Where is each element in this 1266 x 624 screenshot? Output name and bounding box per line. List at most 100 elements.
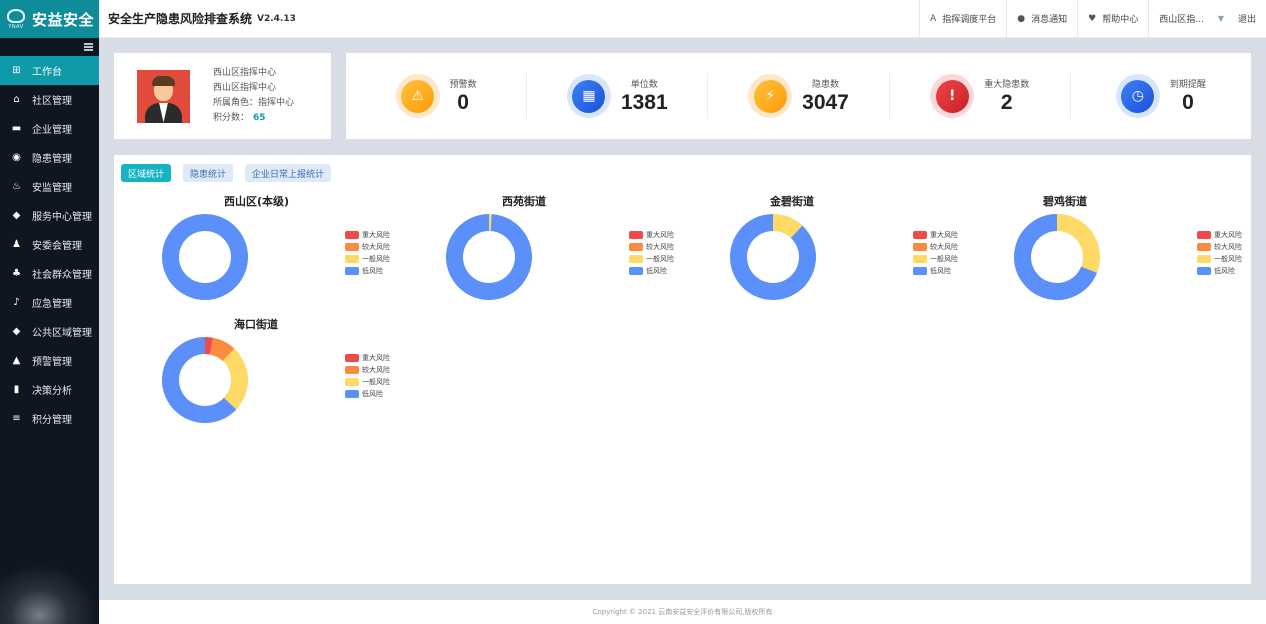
command-platform-button[interactable]: A 指挥调度平台 (919, 0, 1006, 38)
legend-label: 重大风险 (646, 231, 674, 239)
legend-item[interactable]: 重大风险 (913, 229, 958, 241)
stat-item[interactable]: ⚡ 隐患数 3047 (708, 73, 890, 119)
legend-swatch (345, 255, 359, 263)
legend-item[interactable]: 较大风险 (1197, 241, 1242, 253)
legend-swatch (345, 378, 359, 386)
legend-item[interactable]: 一般风险 (345, 376, 390, 388)
legend-item[interactable]: 重大风险 (1197, 229, 1242, 241)
donut-slice[interactable] (209, 337, 235, 362)
legend-swatch (1197, 267, 1211, 275)
briefcase-icon: ▬ (11, 123, 22, 134)
alarm-icon: ⚠ (395, 74, 440, 118)
stats-tab[interactable]: 隐患统计 (183, 164, 234, 182)
legend-swatch (345, 267, 359, 275)
chart-legend: 重大风险 较大风险一般风险低风险 (1197, 229, 1242, 277)
legend-item[interactable]: 低风险 (345, 265, 390, 277)
legend-swatch (1197, 231, 1211, 239)
sidebar-item[interactable]: ≡ 积分管理 (0, 404, 99, 433)
legend-item[interactable]: 低风险 (1197, 265, 1242, 277)
donut-slice[interactable] (204, 337, 214, 355)
legend-item[interactable]: 较大风险 (913, 241, 958, 253)
donut-svg (445, 214, 532, 300)
stat-item[interactable]: ⚠ 预警数 0 (346, 73, 528, 119)
donut-slice[interactable] (445, 214, 532, 300)
region-dropdown[interactable]: 西山区指... ▼ (1148, 0, 1234, 38)
chart-legend: 重大风险较大风险一般风险 低风险 (345, 229, 390, 277)
donut-slice[interactable] (1056, 214, 1100, 273)
sidebar-item[interactable]: ▮ 决策分析 (0, 375, 99, 404)
sidebar-item[interactable]: ♟ 安委会管理 (0, 230, 99, 259)
sidebar-item[interactable]: ▲ 预警管理 (0, 346, 99, 375)
legend-swatch (345, 390, 359, 398)
logout-button[interactable]: 退出 (1237, 15, 1256, 25)
stat-label: 隐患数 (811, 80, 839, 90)
sidebar-item[interactable]: ⊞ 工作台 (0, 56, 99, 85)
donut-slice[interactable] (772, 214, 803, 239)
donut-chart: 海口街道 重大风险 较大风险 一般风险 低风险 (140, 316, 424, 436)
donut-slice[interactable] (1014, 214, 1097, 300)
sidebar-item[interactable]: ⌂ 社区管理 (0, 85, 99, 114)
stat-item[interactable]: ◷ 到期提醒 0 (1071, 73, 1251, 119)
legend-item[interactable]: 较大风险 (345, 364, 390, 376)
stat-item[interactable]: ▦ 单位数 1381 (527, 73, 709, 119)
donut-chart: 西山区(本级) 重大风险 较大风险 一般风险 低风险 (140, 193, 424, 313)
avatar (137, 69, 190, 123)
bell-icon: ♪ (13, 297, 20, 308)
donut-slice[interactable] (162, 337, 237, 423)
sidebar-item[interactable]: ♣ 社会群众管理 (0, 259, 99, 288)
legend-item[interactable]: 一般风险 (629, 253, 674, 265)
donut-chart: 金碧街道 重大风险 较大风险 一般风险 低风险 (708, 193, 992, 313)
top-header: 安全生产隐患风险排查系统 V2.4.13 A 指挥调度平台 ● 消息通知 ♥ 帮… (99, 0, 1266, 38)
legend-item[interactable]: 一般风险 (913, 253, 958, 265)
donut-chart: 西苑街道 重大风险 较大风险 一般风险 低风险 (424, 193, 708, 313)
legend-item[interactable]: 较大风险 (629, 241, 674, 253)
legend-swatch (345, 366, 359, 374)
logo-mark-icon: YNAV (4, 5, 28, 33)
sidebar-item[interactable]: ◆ 公共区域管理 (0, 317, 99, 346)
legend-label: 较大风险 (362, 243, 390, 251)
legend-item[interactable]: 低风险 (629, 265, 674, 277)
letter-a-icon: A (930, 13, 937, 24)
legend-item[interactable]: 重大风险 (345, 229, 390, 241)
donut-slice[interactable] (162, 214, 248, 300)
legend-swatch (629, 255, 643, 263)
stats-tab[interactable]: 企业日常上报统计 (245, 164, 332, 182)
sidebar-item-label: 决策分析 (32, 386, 72, 397)
legend-item[interactable]: 重大风险 (345, 352, 390, 364)
sidebar-item[interactable]: ◉ 隐患管理 (0, 143, 99, 172)
legend-item[interactable]: 重大风险 (629, 229, 674, 241)
cube-icon: ◆ (12, 210, 21, 221)
chart-legend: 重大风险 较大风险 一般风险低风险 (345, 352, 390, 400)
legend-item[interactable]: 较大风险 (345, 241, 390, 253)
menu-toggle-icon[interactable] (84, 43, 93, 51)
legend-item[interactable]: 低风险 (345, 388, 390, 400)
help-center-button[interactable]: ♥ 帮助中心 (1077, 0, 1148, 38)
donut-slice[interactable] (222, 348, 248, 410)
sidebar-item[interactable]: ♪ 应急管理 (0, 288, 99, 317)
sidebar-item[interactable]: ▬ 企业管理 (0, 114, 99, 143)
legend-swatch (629, 231, 643, 239)
users-icon: ♣ (12, 268, 21, 279)
legend-label: 一般风险 (1214, 255, 1242, 263)
stats-tab[interactable]: 区域统计 (121, 164, 172, 182)
sidebar: YNAV 安益安全 ⊞ 工作台 ⌂ 社区管理 ▬ 企业管理 ◉ 隐患管理 ♨ 安监管理 ◆ 服务中心管… (0, 0, 99, 624)
legend-item[interactable]: 一般风险 (1197, 253, 1242, 265)
sidebar-collapse[interactable] (0, 38, 99, 56)
sidebar-item[interactable]: ◆ 服务中心管理 (0, 201, 99, 230)
legend-label: 低风险 (1214, 267, 1235, 275)
warning-icon: ▲ (12, 355, 21, 366)
sidebar-item[interactable]: ♨ 安监管理 (0, 172, 99, 201)
legend-item[interactable]: 一般风险 (345, 253, 390, 265)
sidebar-menu: ⊞ 工作台 ⌂ 社区管理 ▬ 企业管理 ◉ 隐患管理 ♨ 安监管理 ◆ 服务中心管理 ♟ 安委会管理 ♣ 社会… (0, 56, 99, 433)
legend-item[interactable]: 低风险 (913, 265, 958, 277)
messages-button[interactable]: ● 消息通知 (1006, 0, 1077, 38)
donut-slice[interactable] (730, 214, 816, 300)
sidebar-item-label: 社会群众管理 (32, 270, 92, 281)
stat-item[interactable]: ! 重大隐患数 2 (890, 73, 1071, 119)
brand-logo[interactable]: YNAV 安益安全 (0, 0, 99, 38)
legend-label: 低风险 (362, 390, 383, 398)
sidebar-item-label: 安监管理 (32, 183, 72, 194)
sidebar-item-label: 企业管理 (32, 125, 72, 136)
stat-value: 3047 (802, 91, 849, 114)
legend-swatch (913, 267, 927, 275)
